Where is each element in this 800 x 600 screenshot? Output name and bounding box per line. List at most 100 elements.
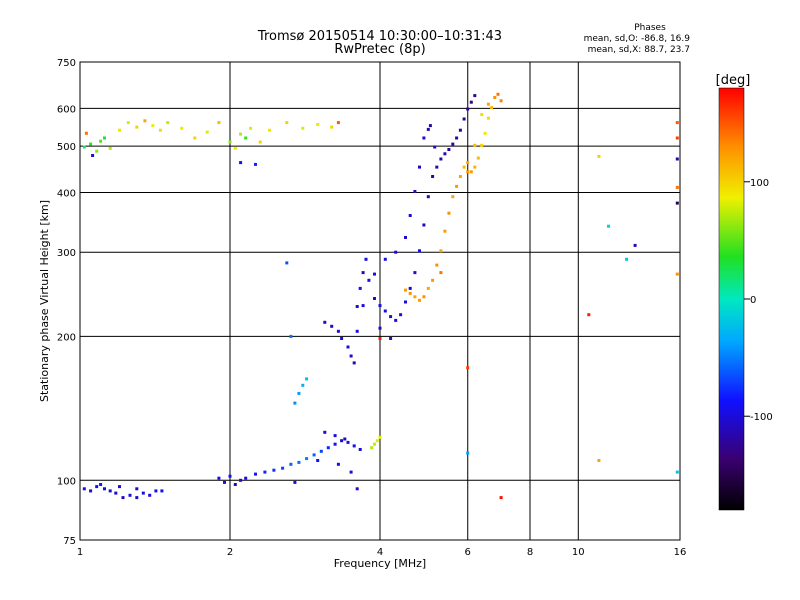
y-tick-label: 400 <box>57 188 76 199</box>
data-point <box>462 117 466 121</box>
data-point <box>103 487 106 491</box>
data-point <box>297 391 301 395</box>
data-point <box>408 291 412 295</box>
data-point <box>486 116 490 120</box>
data-point <box>422 295 426 299</box>
x-tick-label: 16 <box>674 547 687 558</box>
data-point <box>316 123 320 126</box>
data-point <box>473 165 477 169</box>
data-point <box>426 195 430 199</box>
data-point <box>319 449 323 453</box>
data-point <box>373 442 376 446</box>
phase-stats-title: Phases <box>634 23 666 33</box>
data-point <box>418 249 421 253</box>
data-point <box>121 496 125 500</box>
y-tick-label: 75 <box>63 536 76 547</box>
data-point <box>154 489 158 493</box>
data-point <box>99 483 103 486</box>
data-point <box>343 437 347 441</box>
data-point <box>373 272 376 276</box>
data-point <box>418 165 421 169</box>
data-point <box>228 474 232 478</box>
data-point <box>455 136 459 140</box>
data-point <box>408 214 412 217</box>
data-point <box>480 113 484 117</box>
phase-stats-x: mean, sd,X: 88.7, 23.7 <box>588 45 690 55</box>
data-point <box>375 439 379 443</box>
data-point <box>268 128 271 132</box>
data-point <box>358 286 362 290</box>
data-point <box>233 483 237 486</box>
data-point <box>490 106 494 110</box>
data-point <box>352 361 356 365</box>
data-point <box>378 435 382 439</box>
chart-title-line2: RwPretec (8p) <box>334 42 425 57</box>
data-point <box>301 383 305 387</box>
data-point <box>458 175 462 178</box>
data-point <box>340 439 344 443</box>
data-point <box>587 313 591 317</box>
data-point <box>394 318 398 322</box>
data-point <box>675 470 679 474</box>
data-point <box>607 224 610 228</box>
data-point <box>466 170 470 174</box>
data-point <box>404 288 407 292</box>
x-tick-label: 8 <box>527 547 533 558</box>
data-point <box>483 131 487 135</box>
data-point <box>118 128 121 132</box>
colorbar-tick-label: 0 <box>750 295 756 306</box>
data-point <box>333 442 337 446</box>
data-point <box>263 470 267 474</box>
data-point <box>128 493 132 497</box>
data-point <box>422 223 426 227</box>
data-point <box>675 157 679 161</box>
data-point <box>158 128 162 132</box>
data-point <box>239 132 243 136</box>
data-point <box>476 156 480 160</box>
data-point <box>473 143 477 147</box>
data-point <box>289 334 293 338</box>
data-point <box>413 190 417 193</box>
data-point <box>166 121 170 125</box>
data-point <box>336 329 340 333</box>
data-point <box>330 125 334 129</box>
y-tick-label: 100 <box>57 476 76 487</box>
data-point <box>289 462 293 466</box>
data-point <box>496 92 500 96</box>
data-point <box>625 257 629 261</box>
data-point <box>435 165 439 169</box>
data-point <box>89 489 93 493</box>
y-tick-label: 500 <box>57 142 76 153</box>
colorbar-unit: [deg] <box>716 73 751 88</box>
data-point <box>358 448 362 451</box>
data-point <box>95 485 99 489</box>
data-point <box>336 121 340 125</box>
data-point <box>493 96 497 99</box>
data-point <box>285 121 289 125</box>
data-point <box>330 324 334 328</box>
data-point <box>469 100 473 104</box>
data-point <box>389 337 393 340</box>
x-tick-labels: 1 2 4 6 8 10 16 <box>77 547 687 558</box>
data-point <box>675 136 679 140</box>
x-tick-label: 10 <box>572 547 585 558</box>
data-point <box>151 124 155 128</box>
data-point <box>249 126 253 130</box>
grid-lines <box>79 61 681 541</box>
data-point <box>597 459 601 462</box>
data-point <box>217 121 221 125</box>
data-point <box>462 165 466 169</box>
data-point <box>435 263 439 267</box>
data-point <box>349 354 353 358</box>
colorbar-ticks: 100 0 -100 <box>744 178 773 423</box>
data-point <box>383 257 387 261</box>
data-point <box>160 489 164 493</box>
data-point <box>597 154 601 158</box>
data-point <box>272 468 276 472</box>
x-axis-label: Frequency [MHz] <box>334 557 426 570</box>
data-point <box>413 271 417 275</box>
data-point <box>340 337 344 340</box>
data-point <box>135 487 139 491</box>
data-point <box>480 143 484 147</box>
data-point <box>349 470 353 474</box>
